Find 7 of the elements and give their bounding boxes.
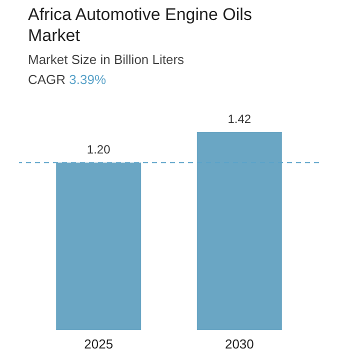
chart-subtitle: Market Size in Billion Liters	[28, 52, 186, 67]
x-tick-label: 2030	[224, 336, 254, 352]
text: CAGR 3.39%	[28, 72, 108, 87]
data-label: 1.20	[86, 142, 111, 157]
x-tick-label: 2025	[84, 336, 114, 352]
data-label: 1.42	[228, 112, 252, 126]
chart-title: Africa Automotive Engine Oils Market	[28, 4, 253, 46]
